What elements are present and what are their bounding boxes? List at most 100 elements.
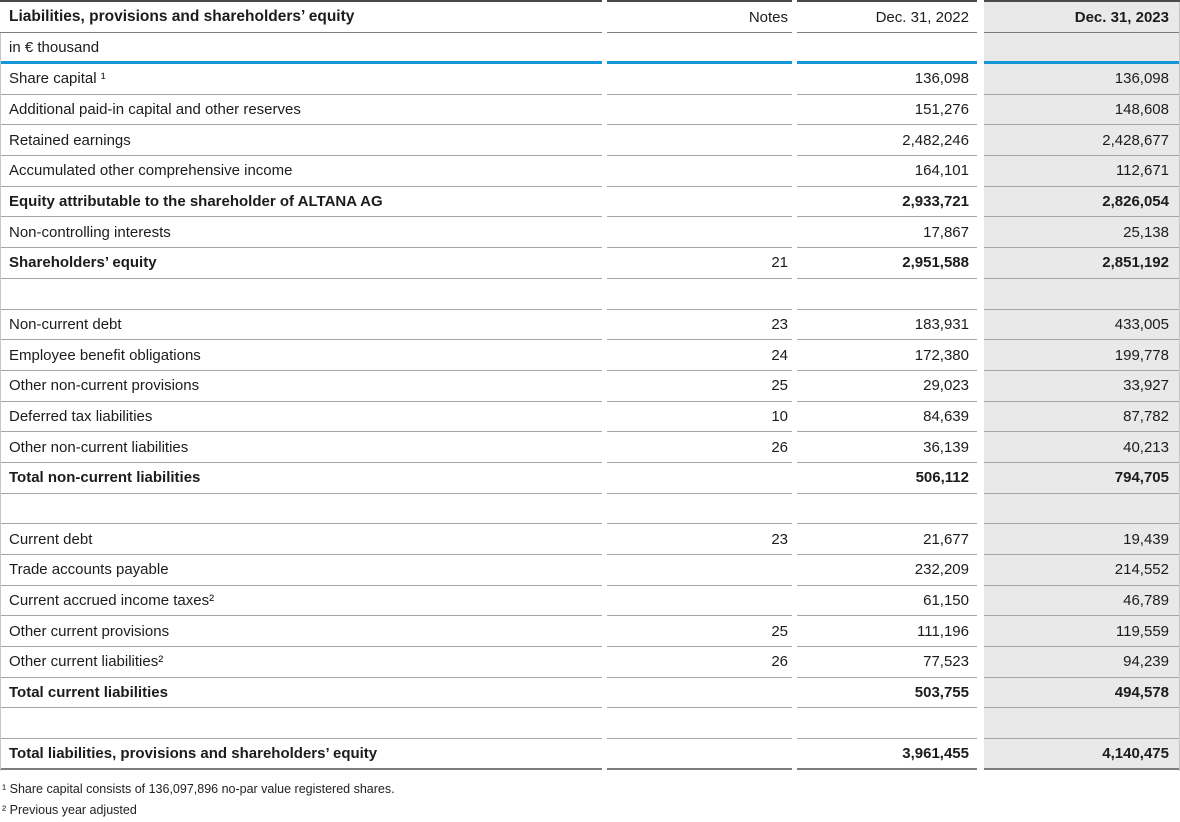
row-value-2022: 111,196 (797, 616, 977, 648)
row-note (607, 678, 792, 709)
row-note: 23 (607, 310, 792, 341)
col-header-notes: Notes (607, 0, 792, 33)
table-row: Employee benefit obligations 24 172,380 … (0, 340, 1180, 371)
table-row: Non-controlling interests 17,867 25,138 (0, 217, 1180, 249)
row-label (0, 279, 602, 310)
table-row: Non-current debt 23 183,931 433,005 (0, 309, 1180, 341)
row-value-2023: 433,005 (984, 309, 1180, 341)
row-value-2023: 33,927 (984, 370, 1180, 402)
row-value-2023: 494,578 (984, 677, 1180, 709)
table-row: Equity attributable to the shareholder o… (0, 186, 1180, 218)
row-value-2022 (797, 708, 977, 740)
row-value-2022: 84,639 (797, 402, 977, 433)
table-row: Accumulated other comprehensive income 1… (0, 156, 1180, 187)
footnote: ¹ Share capital consists of 136,097,896 … (2, 781, 395, 796)
row-value-2022: 136,098 (797, 64, 977, 95)
table-row (0, 493, 1180, 525)
row-value-2022: 61,150 (797, 586, 977, 617)
row-note: 25 (607, 371, 792, 402)
row-label (0, 708, 602, 740)
col-header-2023: Dec. 31, 2023 (984, 0, 1180, 33)
row-value-2023: 4,140,475 (984, 739, 1180, 770)
row-value-2022: 151,276 (797, 95, 977, 126)
row-value-2023: 46,789 (984, 585, 1180, 617)
row-note: 24 (607, 340, 792, 371)
row-value-2023: 2,428,677 (984, 125, 1180, 157)
table-body: Share capital ¹ 136,098 136,098 Addition… (0, 64, 1180, 770)
row-value-2023 (984, 708, 1180, 740)
row-note (607, 739, 792, 770)
table-row: Total liabilities, provisions and shareh… (0, 739, 1180, 770)
row-value-2022: 36,139 (797, 432, 977, 463)
row-label: Additional paid-in capital and other res… (0, 95, 602, 126)
row-label: Share capital ¹ (0, 64, 602, 95)
unit-row: in € thousand (0, 33, 1180, 64)
table-row: Total non-current liabilities 506,112 79… (0, 462, 1180, 494)
table-left-rule (0, 33, 1, 771)
table-row: Other non-current liabilities 26 36,139 … (0, 432, 1180, 463)
row-note: 25 (607, 616, 792, 648)
table-row: Total current liabilities 503,755 494,57… (0, 677, 1180, 709)
row-value-2022: 232,209 (797, 555, 977, 586)
row-value-2022: 506,112 (797, 463, 977, 494)
row-label: Total current liabilities (0, 678, 602, 709)
row-label: Accumulated other comprehensive income (0, 156, 602, 187)
row-label: Total liabilities, provisions and shareh… (0, 739, 602, 770)
row-value-2023 (984, 493, 1180, 525)
row-note (607, 555, 792, 586)
row-value-2023: 199,778 (984, 340, 1180, 371)
table-row: Retained earnings 2,482,246 2,428,677 (0, 125, 1180, 157)
row-value-2023: 794,705 (984, 462, 1180, 494)
row-value-2023: 25,138 (984, 217, 1180, 249)
row-label: Equity attributable to the shareholder o… (0, 187, 602, 218)
row-note (607, 217, 792, 249)
table-row: Deferred tax liabilities 10 84,639 87,78… (0, 401, 1180, 433)
row-label: Other non-current provisions (0, 371, 602, 402)
row-note (607, 708, 792, 740)
unit-cell-2023 (984, 33, 1180, 64)
table-row: Other non-current provisions 25 29,023 3… (0, 370, 1180, 402)
table-row: Additional paid-in capital and other res… (0, 94, 1180, 126)
row-value-2023: 148,608 (984, 94, 1180, 126)
row-label (0, 494, 602, 525)
unit-label: in € thousand (0, 33, 602, 64)
row-label: Current debt (0, 524, 602, 555)
row-value-2023: 119,559 (984, 616, 1180, 648)
row-note: 10 (607, 402, 792, 433)
footnote: ² Previous year adjusted (2, 802, 137, 817)
table-row: Other current liabilities² 26 77,523 94,… (0, 647, 1180, 678)
row-value-2023: 112,671 (984, 156, 1180, 187)
row-label: Other current provisions (0, 616, 602, 648)
row-value-2022: 17,867 (797, 217, 977, 249)
row-note (607, 187, 792, 218)
row-value-2022: 2,951,588 (797, 248, 977, 279)
row-value-2023: 136,098 (984, 64, 1180, 95)
balance-sheet-table: Liabilities, provisions and shareholders… (0, 0, 1180, 771)
footnotes: ¹ Share capital consists of 136,097,896 … (0, 779, 1180, 821)
table-row (0, 708, 1180, 740)
row-label: Retained earnings (0, 125, 602, 157)
row-label: Trade accounts payable (0, 555, 602, 586)
row-label: Other current liabilities² (0, 647, 602, 678)
row-value-2022 (797, 494, 977, 525)
row-label: Other non-current liabilities (0, 432, 602, 463)
row-label: Deferred tax liabilities (0, 402, 602, 433)
table-row: Current accrued income taxes² 61,150 46,… (0, 585, 1180, 617)
row-note: 26 (607, 647, 792, 678)
table-row (0, 278, 1180, 310)
table-header-row: Liabilities, provisions and shareholders… (0, 0, 1180, 33)
row-note (607, 279, 792, 310)
row-label: Shareholders’ equity (0, 248, 602, 279)
row-value-2023: 87,782 (984, 401, 1180, 433)
row-note (607, 95, 792, 126)
row-label: Employee benefit obligations (0, 340, 602, 371)
table-row: Other current provisions 25 111,196 119,… (0, 616, 1180, 648)
row-note (607, 64, 792, 95)
row-value-2022 (797, 279, 977, 310)
row-value-2022: 3,961,455 (797, 739, 977, 770)
unit-cell-2022 (797, 33, 977, 64)
row-value-2023: 214,552 (984, 555, 1180, 586)
row-value-2022: 21,677 (797, 524, 977, 555)
row-value-2022: 2,933,721 (797, 187, 977, 218)
row-note (607, 156, 792, 187)
